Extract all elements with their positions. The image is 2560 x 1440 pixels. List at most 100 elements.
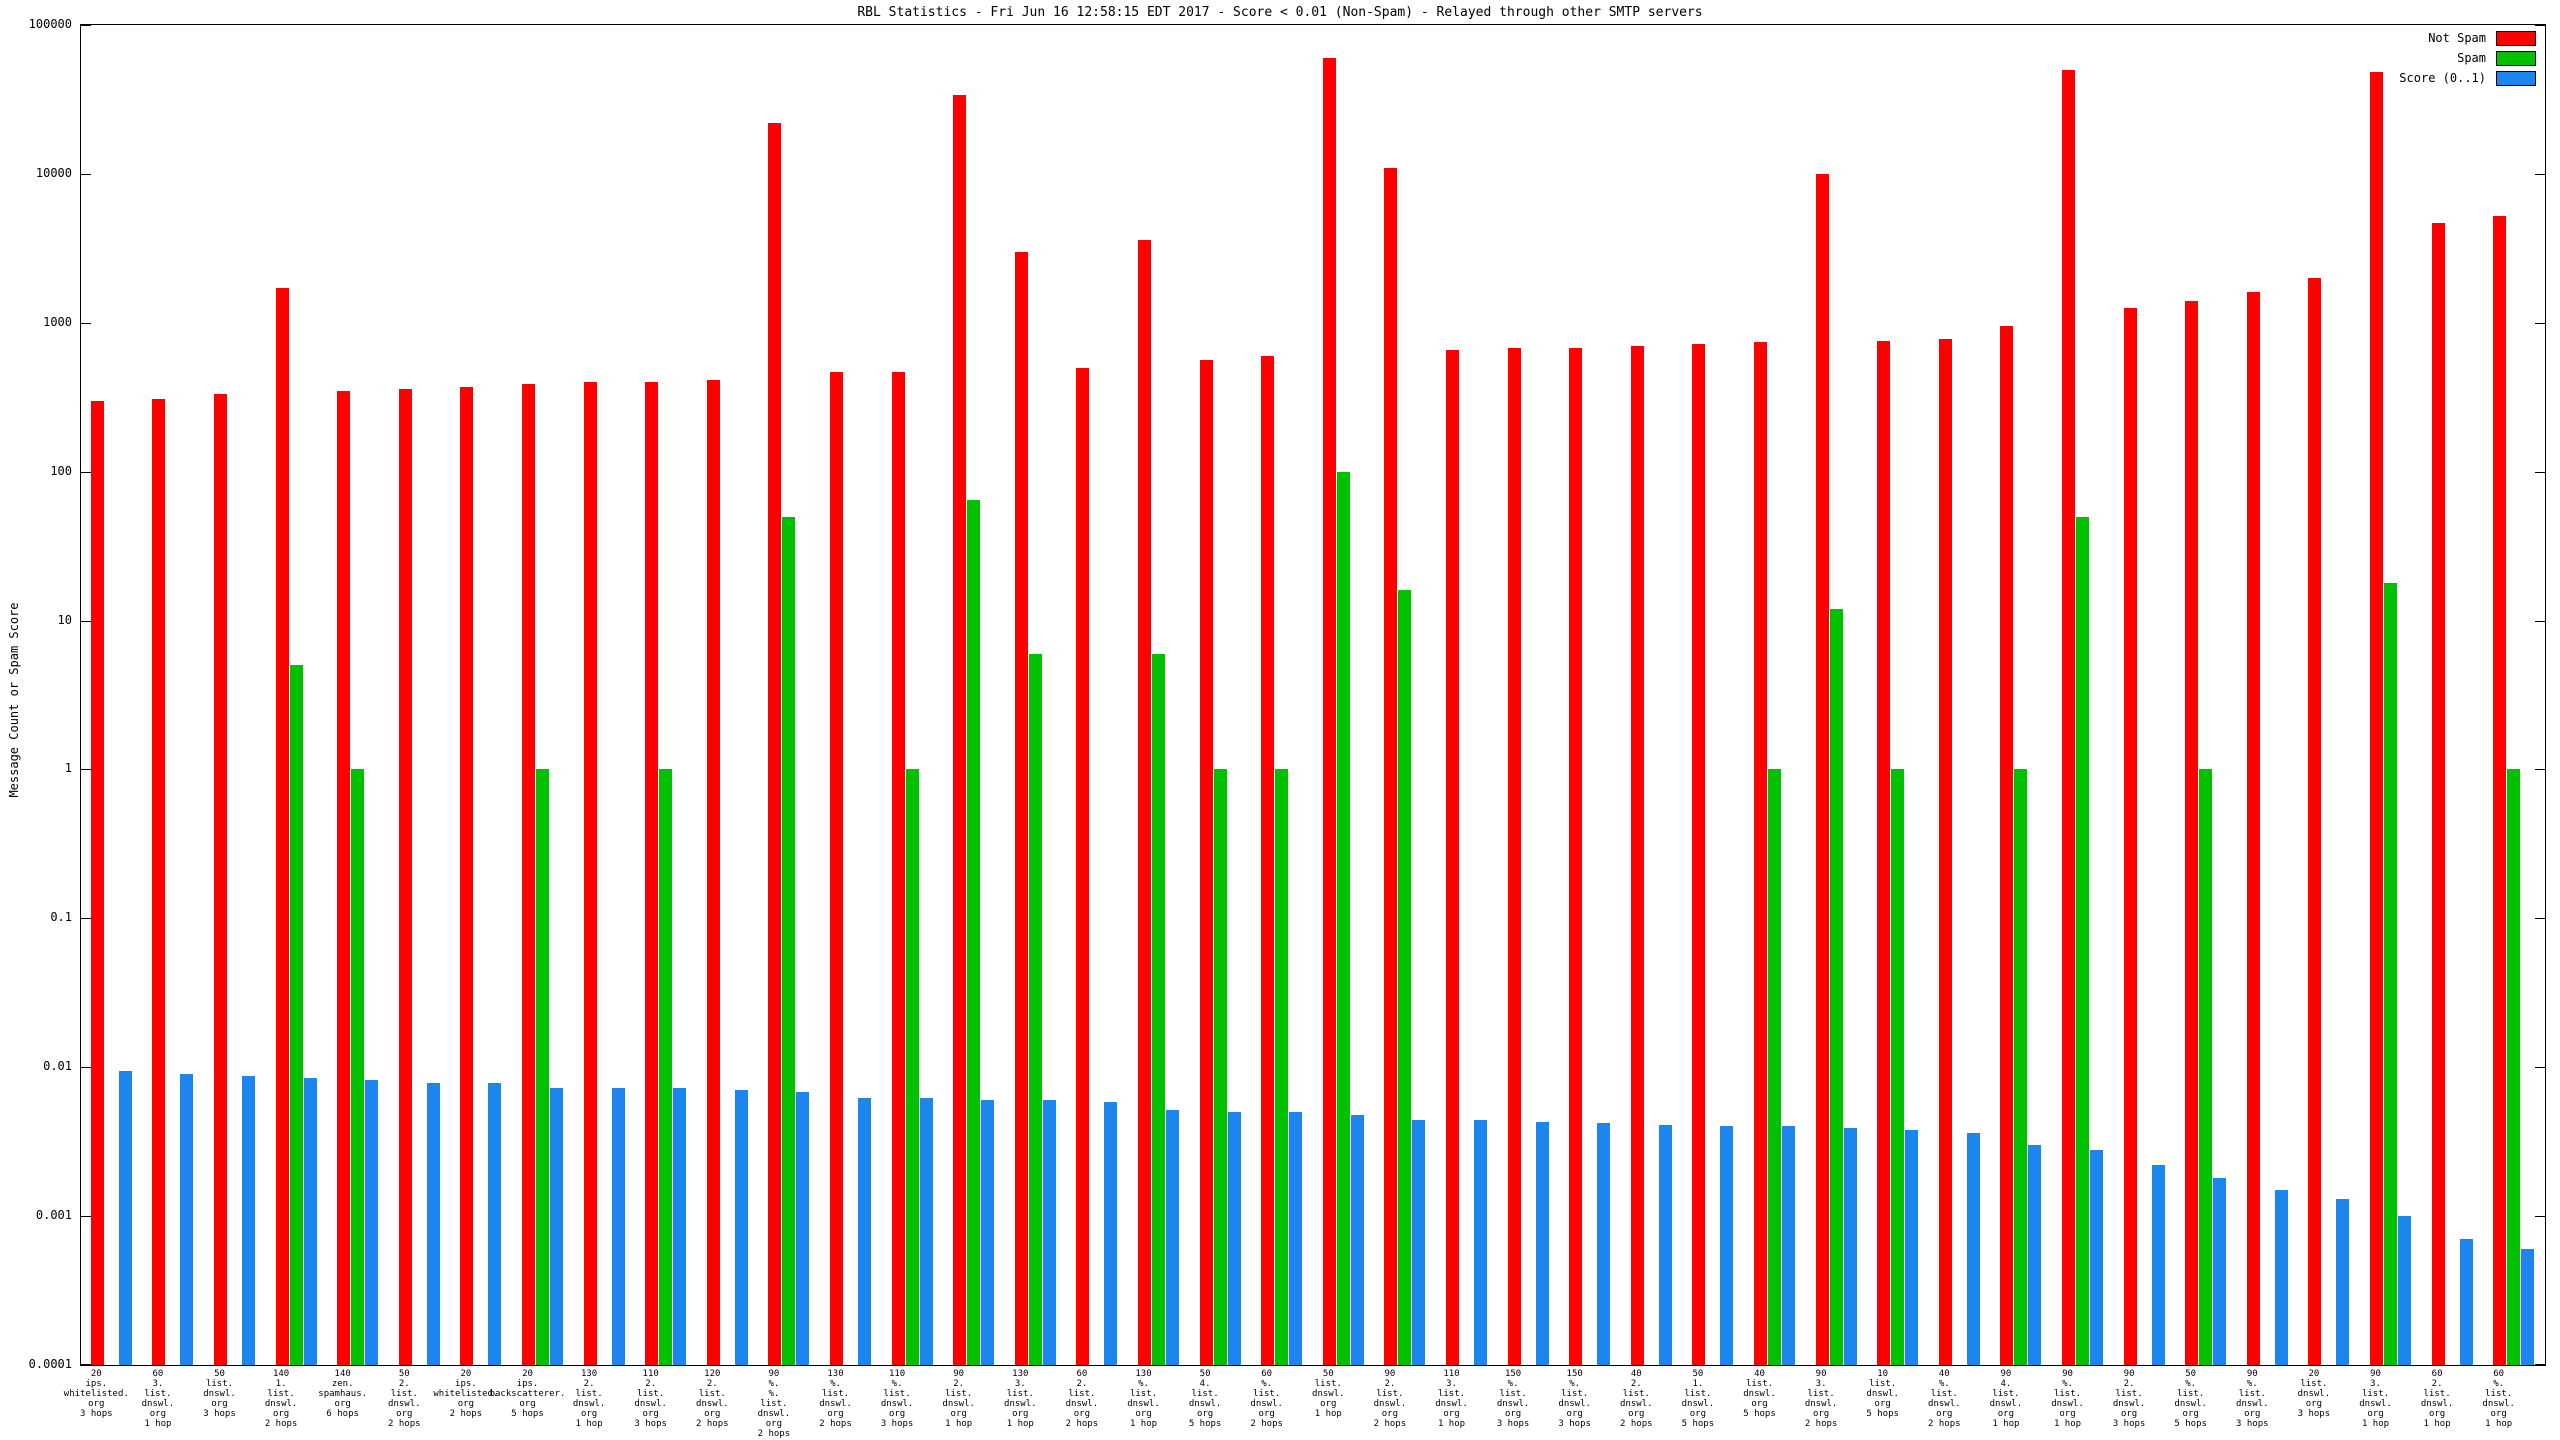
x-tick-label: 110 %. list. dnswl. org 3 hops <box>880 1369 914 1429</box>
bar-not-spam <box>1261 355 1275 1365</box>
x-tick-label: 60 %. list. dnswl. org 2 hops <box>1250 1369 1283 1429</box>
bar-spam <box>1891 769 1905 1365</box>
bar-not-spam <box>2493 216 2507 1365</box>
legend-label: Not Spam <box>2428 31 2486 45</box>
bar-score <box>673 1088 687 1365</box>
x-tick-label: 140 1. list. dnswl. org 2 hops <box>264 1369 298 1429</box>
bar-not-spam <box>830 371 843 1365</box>
bar-not-spam <box>1322 58 1336 1365</box>
y-tick-mark <box>2535 1216 2545 1218</box>
y-tick-mark <box>81 322 91 324</box>
bar-not-spam <box>1569 347 1583 1365</box>
bar-spam <box>1028 653 1042 1365</box>
bar-score <box>1966 1133 1980 1365</box>
x-tick-label: 50 list. dnswl. org 3 hops <box>203 1369 236 1419</box>
bar-not-spam <box>1877 340 1891 1365</box>
bar-score <box>1350 1114 1364 1365</box>
bar-not-spam <box>891 371 905 1365</box>
bar-score <box>118 1070 132 1365</box>
y-tick-mark <box>81 769 91 771</box>
bar-spam <box>1768 769 1781 1365</box>
x-tick-label: 60 3. list. dnswl. org 1 hop <box>141 1369 175 1429</box>
bar-score <box>2459 1239 2473 1365</box>
legend-item: Not Spam <box>2399 28 2536 48</box>
y-tick-label: 1 <box>64 761 72 776</box>
bar-score <box>550 1088 563 1365</box>
y-tick-label: 0.0001 <box>28 1357 72 1371</box>
y-tick-mark <box>2535 769 2545 771</box>
x-tick-label: 90 2. list. dnswl. org 1 hop <box>942 1369 975 1429</box>
bar-not-spam <box>1076 367 1090 1365</box>
x-tick-label: 20 ips. backscatterer. org 5 hops <box>489 1369 566 1419</box>
bar-spam <box>1213 769 1227 1365</box>
bar-not-spam <box>2000 326 2014 1365</box>
bar-score <box>242 1075 255 1365</box>
bar-not-spam <box>768 122 782 1365</box>
bar-not-spam <box>2062 69 2075 1365</box>
y-tick-mark <box>81 173 91 175</box>
y-tick-mark <box>81 1067 91 1069</box>
x-tick-label: 90 %. %. list. dnswl. org 2 hops <box>757 1369 791 1439</box>
x-tick-label: 50 4. list. dnswl. org 5 hops <box>1188 1369 1222 1429</box>
bar-score <box>2213 1178 2227 1365</box>
x-tick-label: 20 ips. whitelisted. org 2 hops <box>433 1369 499 1419</box>
bar-score <box>2090 1149 2103 1365</box>
chart-title: RBL Statistics - Fri Jun 16 12:58:15 EDT… <box>857 5 1703 20</box>
bar-not-spam <box>1815 173 1829 1365</box>
x-tick-label: 40 list. dnswl. org 5 hops <box>1743 1369 1776 1419</box>
bar-not-spam <box>583 382 597 1365</box>
x-tick-label: 60 2. list. dnswl. org 2 hops <box>1065 1369 1099 1429</box>
legend-item: Spam <box>2399 48 2536 68</box>
bar-spam <box>2076 516 2089 1365</box>
bar-score <box>1412 1120 1426 1365</box>
bar-score <box>919 1098 933 1365</box>
bar-not-spam <box>2246 292 2260 1365</box>
x-tick-label: 140 zen. spamhaus. org 6 hops <box>318 1369 368 1419</box>
x-tick-label: 110 3. list. dnswl. org 1 hop <box>1435 1369 1468 1429</box>
x-tick-label: 150 %. list. dnswl. org 3 hops <box>1558 1369 1591 1429</box>
x-tick-label: 130 %. list. dnswl. org 1 hop <box>1127 1369 1160 1429</box>
bar-score <box>1535 1121 1549 1365</box>
x-tick-label: 130 2. list. dnswl. org 1 hop <box>572 1369 606 1429</box>
bar-not-spam <box>1014 251 1028 1365</box>
x-tick-label: 130 %. list. dnswl. org 2 hops <box>819 1369 852 1429</box>
legend-swatch <box>2496 30 2536 46</box>
bar-score <box>1720 1126 1734 1365</box>
bar-score <box>1843 1128 1857 1365</box>
bar-score <box>2398 1216 2411 1365</box>
bar-spam <box>1336 471 1350 1365</box>
bar-score <box>981 1100 995 1365</box>
y-tick-label: 10 <box>57 612 72 627</box>
bar-score <box>1474 1120 1487 1365</box>
bar-score <box>1597 1123 1611 1365</box>
x-tick-label: 90 %. list. dnswl. org 1 hop <box>2051 1369 2084 1429</box>
y-tick-mark <box>81 1364 91 1365</box>
bar-not-spam <box>2370 72 2383 1365</box>
bar-score <box>1905 1129 1919 1365</box>
bar-score <box>2151 1165 2165 1365</box>
bar-not-spam <box>2185 301 2199 1365</box>
bar-spam <box>1829 608 1843 1365</box>
bar-score <box>1227 1112 1241 1365</box>
y-tick-mark <box>81 1216 91 1218</box>
bar-spam <box>2199 769 2213 1365</box>
bar-not-spam <box>706 380 720 1365</box>
x-tick-label: 50 2. list. dnswl. org 2 hops <box>388 1369 421 1429</box>
bar-score <box>303 1077 317 1365</box>
bar-spam <box>782 516 796 1365</box>
x-tick-label: 40 2. list. dnswl. org 2 hops <box>1620 1369 1653 1429</box>
x-tick-label: 60 2. list. dnswl. org 1 hop <box>2420 1369 2454 1429</box>
legend-label: Score (0..1) <box>2399 71 2486 85</box>
bar-score <box>1042 1100 1056 1365</box>
bar-spam <box>905 769 919 1365</box>
bar-not-spam <box>2123 308 2137 1365</box>
bar-score <box>488 1083 502 1365</box>
bar-spam <box>2507 769 2521 1365</box>
y-tick-mark <box>2535 471 2545 473</box>
y-tick-mark <box>81 471 91 473</box>
bar-not-spam <box>1138 239 1151 1365</box>
y-tick-mark <box>2535 918 2545 920</box>
bar-spam <box>659 769 673 1365</box>
bar-score <box>2274 1189 2288 1365</box>
